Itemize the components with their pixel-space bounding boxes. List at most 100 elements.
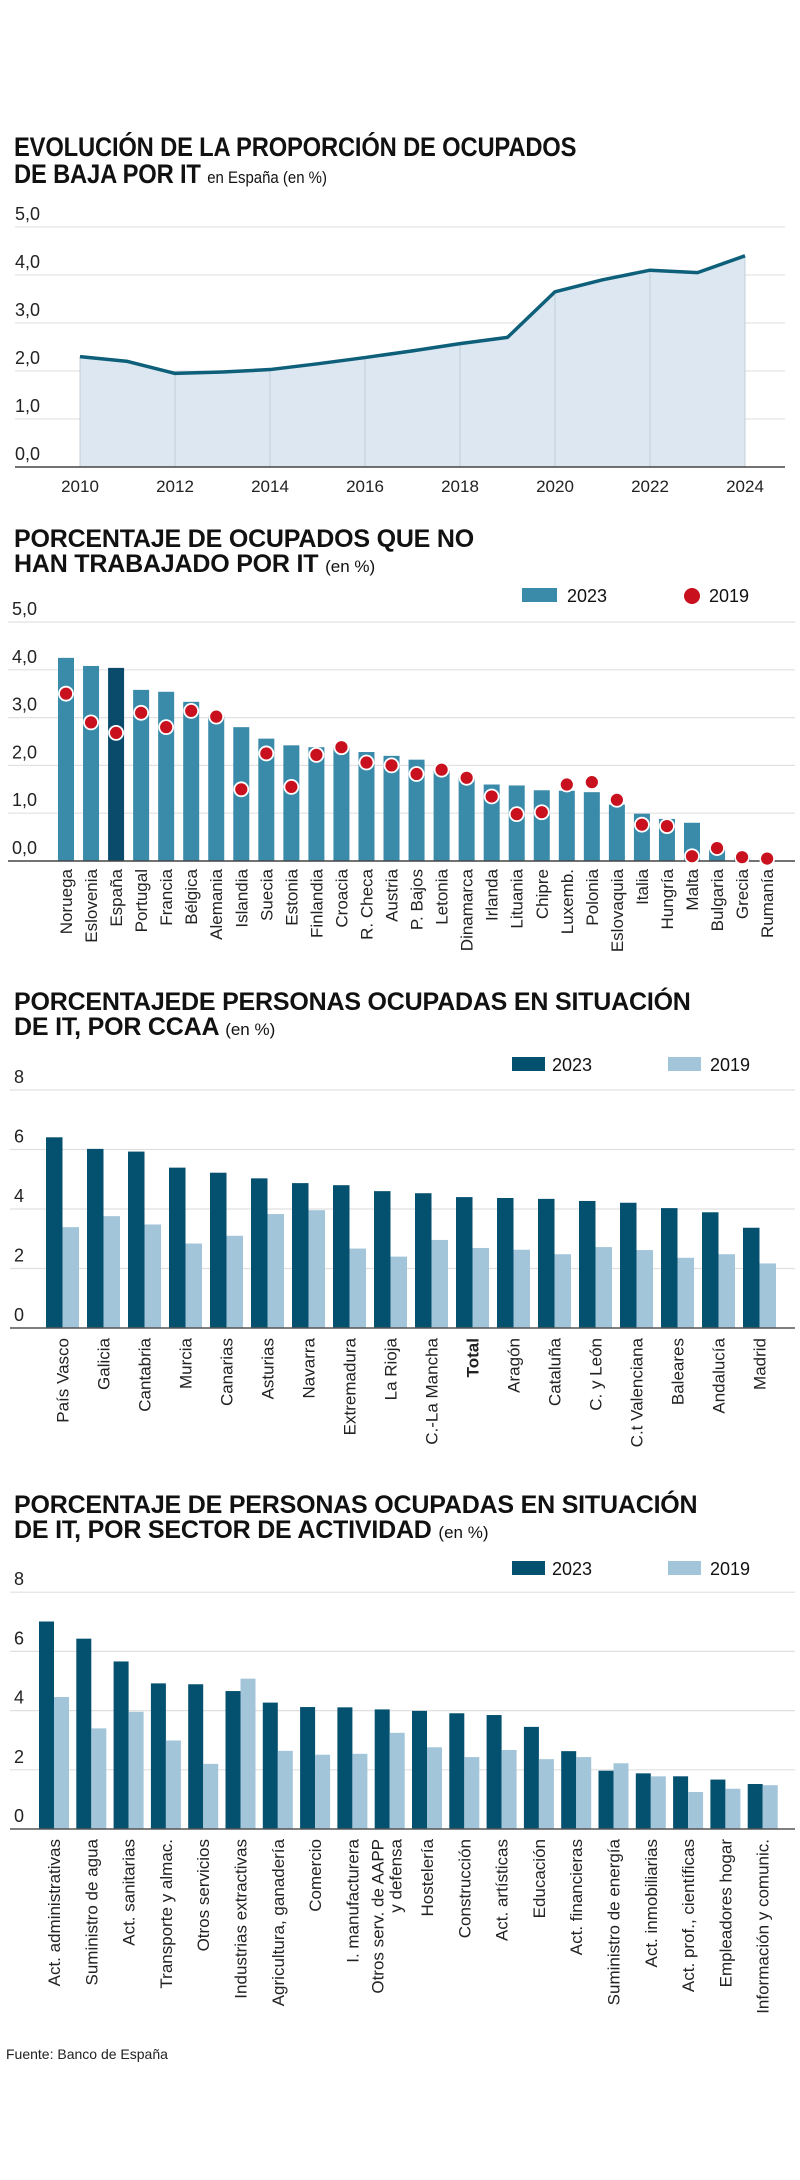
bar-2019 — [165, 1740, 181, 1829]
dot-2019 — [684, 848, 700, 865]
x-category-label: R. Checa — [357, 868, 376, 939]
x-tick-label: 2018 — [441, 477, 479, 496]
y-tick-label: 2 — [14, 1747, 24, 1767]
bar-2019 — [762, 1785, 778, 1829]
x-category-label: Noruega — [57, 868, 76, 934]
legend-label-2019: 2019 — [710, 1559, 750, 1579]
chart1-title: EVOLUCIÓN DE LA PROPORCIÓN DE OCUPADOS D… — [14, 134, 576, 191]
bar-2019 — [91, 1728, 107, 1829]
bar-2023 — [538, 1198, 555, 1328]
chart3-title-line1: PORCENTAJEDE PERSONAS OCUPADAS EN SITUAC… — [14, 988, 691, 1016]
bar-2023 — [183, 701, 200, 861]
bar-2019 — [390, 1256, 407, 1328]
dot-2019 — [158, 719, 175, 736]
x-category-label: Act. inmobiliarias — [642, 1839, 661, 1968]
bar-2023 — [620, 1202, 637, 1328]
bar-2023 — [292, 1183, 309, 1328]
bar-2019 — [62, 1227, 79, 1328]
dot-2019 — [608, 791, 625, 808]
x-category-label: Total — [464, 1338, 483, 1377]
dot-2019 — [108, 724, 124, 741]
y-tick-label: 4 — [14, 1688, 24, 1708]
x-category-label: Alemania — [207, 868, 226, 939]
bar-chart-paises: 0,0 1,0 2,0 3,0 4,0 5,0 2023 2019 Noruega Esloven… — [8, 586, 795, 952]
chart4-title-line2: DE IT, POR SECTOR DE ACTIVIDAD — [14, 1516, 432, 1544]
x-category-label: Cataluña — [546, 1337, 565, 1406]
legend-label-2023: 2023 — [552, 1055, 592, 1075]
y-tick-label: 2 — [14, 1246, 24, 1266]
bar-2023 — [523, 1726, 539, 1829]
x-category-label: Empleadores hogar — [716, 1839, 735, 1988]
bar-2023 — [150, 1683, 166, 1829]
y-tick-label: 4 — [14, 1186, 24, 1206]
x-tick-label: 2016 — [346, 477, 384, 496]
y-tick-label: 1,0 — [12, 790, 37, 810]
dot-2019 — [483, 788, 500, 805]
bar-2019 — [308, 1210, 325, 1328]
bar-2019 — [688, 1792, 704, 1829]
y-tick-label: 8 — [14, 1067, 24, 1087]
bar-2019 — [613, 1763, 629, 1829]
bar-2019 — [538, 1759, 554, 1829]
dot-2019 — [83, 714, 99, 731]
x-category-label: Murcia — [177, 1337, 196, 1389]
bar-2023 — [412, 1710, 427, 1829]
x-category-label: C. y León — [587, 1338, 606, 1411]
x-category-label: Chipre — [533, 869, 552, 919]
x-category-label: Eslovenia — [82, 868, 101, 942]
bar-2023 — [483, 784, 500, 861]
bar-2023 — [747, 1784, 763, 1829]
x-category-label: Act. sanitarias — [120, 1839, 139, 1946]
x-tick-label: 2012 — [156, 477, 194, 496]
y-tick-label: 3,0 — [12, 695, 37, 715]
bar-2023 — [583, 792, 600, 861]
legend-swatch-2023 — [512, 1057, 545, 1071]
bar-2023 — [433, 770, 450, 861]
x-category-label: Austria — [383, 868, 402, 921]
dot-2019 — [558, 776, 575, 793]
x-category-label: Polonia — [583, 868, 602, 925]
bar-2023 — [449, 1713, 465, 1829]
x-category-label: Navarra — [300, 1337, 319, 1398]
x-category-label: Bélgica — [182, 868, 201, 924]
chart3-title-line2: DE IT, POR CCAA — [14, 1013, 219, 1041]
x-category-label: Francia — [157, 868, 176, 925]
dot-2019 — [283, 779, 300, 795]
bar-2023 — [39, 1621, 54, 1829]
bar-2019 — [277, 1750, 293, 1829]
x-category-label: Dinamarca — [458, 868, 477, 951]
bar-2023 — [374, 1709, 390, 1829]
dot-2019 — [408, 766, 425, 782]
x-category-label: Educación — [530, 1839, 549, 1918]
y-tick-label: 4,0 — [12, 647, 37, 667]
bar-2023 — [283, 745, 300, 861]
x-category-label: España — [107, 868, 126, 926]
chart2-title-line2: HAN TRABAJADO POR IT — [14, 550, 319, 578]
bar-2019 — [226, 1235, 243, 1328]
x-category-label: Portugal — [132, 869, 151, 932]
dot-2019 — [734, 849, 750, 866]
bar-2023 — [158, 691, 175, 861]
bar-2023 — [46, 1137, 63, 1328]
bar-2023 — [374, 1191, 391, 1328]
bar-2019 — [389, 1732, 405, 1829]
bar-2023 — [661, 1208, 678, 1328]
dot-2019 — [383, 757, 400, 774]
bar-2023 — [358, 752, 375, 861]
x-category-label: Información y comunic. — [754, 1839, 773, 2014]
x-category-label: Italia — [633, 868, 652, 904]
bar-2023 — [308, 747, 325, 861]
x-category-label: C.t Valenciana — [628, 1337, 647, 1447]
dot-2019 — [709, 840, 725, 856]
chart2-subtitle: (en %) — [325, 557, 376, 576]
bar-2019 — [203, 1763, 219, 1829]
legend-swatch-2023 — [512, 1561, 545, 1575]
bar-2019 — [352, 1753, 368, 1829]
x-category-label: Malta — [683, 868, 702, 910]
dot-2019 — [258, 745, 275, 762]
legend-label-2019: 2019 — [709, 586, 749, 606]
chart1-title-line2: DE BAJA POR IT — [14, 159, 201, 189]
x-category-label: y defensa — [387, 1838, 406, 1912]
x-category-label: La Rioja — [382, 1337, 401, 1400]
bar-2019 — [513, 1249, 530, 1328]
